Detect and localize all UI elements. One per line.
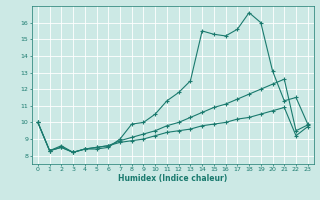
X-axis label: Humidex (Indice chaleur): Humidex (Indice chaleur)	[118, 174, 228, 183]
